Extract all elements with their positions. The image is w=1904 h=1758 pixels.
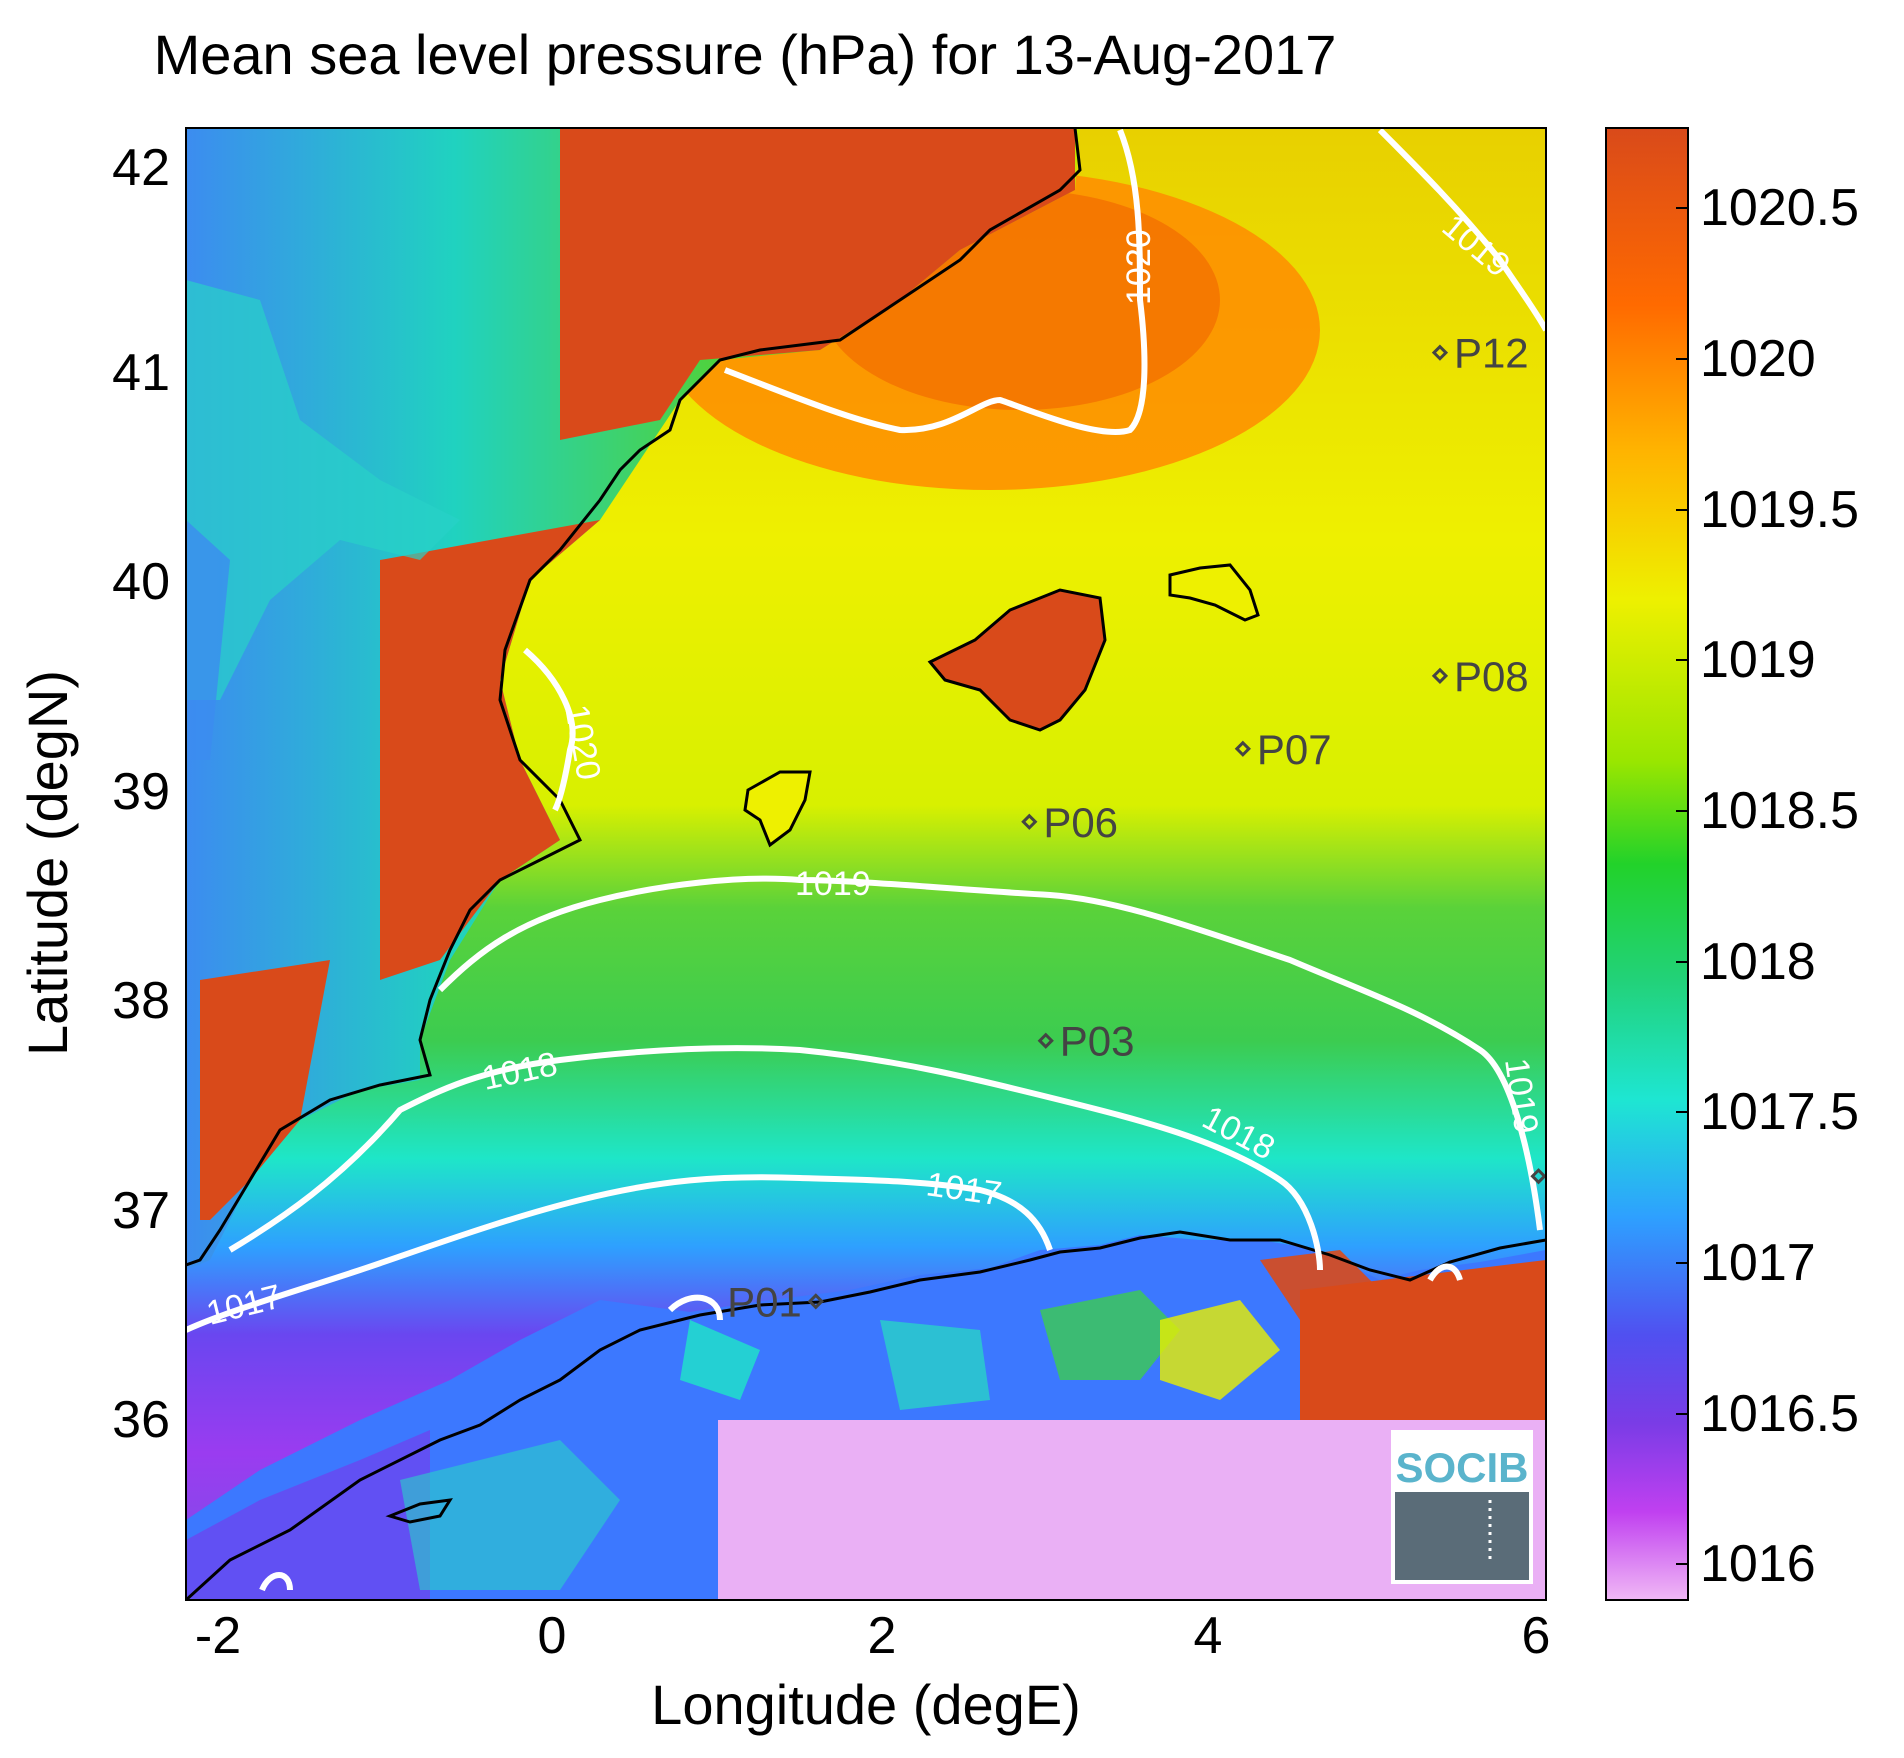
station-label: P12 xyxy=(1454,330,1529,377)
station-marker xyxy=(1530,1168,1546,1185)
x-axis-label: Longitude (degE) xyxy=(651,1673,1081,1736)
station-marker xyxy=(1234,740,1251,757)
y-tick-label: 39 xyxy=(112,763,170,821)
station-marker xyxy=(1795,576,1807,588)
colorbar-tick-label: 1020.5 xyxy=(1700,179,1860,237)
y-tick-label: 40 xyxy=(112,553,170,611)
station-label: P01 xyxy=(727,1278,802,1325)
colorbar-tick-label: 1020 xyxy=(1700,330,1816,388)
colorbar xyxy=(1605,127,1689,1601)
station-label: P08 xyxy=(1454,653,1529,700)
y-tick-label: 41 xyxy=(112,344,170,402)
x-tick-label: -2 xyxy=(194,1607,242,1665)
station-marker xyxy=(1037,1032,1054,1049)
x-tick-label: 2 xyxy=(867,1607,897,1665)
colorbar-tick-label: 1018 xyxy=(1700,933,1816,991)
station-label: P06 xyxy=(1043,799,1118,846)
station-markers: P01P02P03P04P05P06P07P08P09P10P11P12 xyxy=(727,330,1831,1325)
station-label: P03 xyxy=(1060,1018,1135,1065)
station-marker xyxy=(1021,813,1038,830)
station-marker xyxy=(1431,344,1449,361)
colorbar-tick-label: 1017 xyxy=(1700,1234,1816,1292)
contour-label: 1019 xyxy=(795,865,871,903)
y-tick-label: 37 xyxy=(112,1182,170,1240)
map-field: 1020 1020 1019 1019 1019 1018 1018 1017 … xyxy=(186,128,1831,1600)
y-tick-label: 42 xyxy=(112,139,170,197)
colorbar-tick-label: 1019.5 xyxy=(1700,481,1860,539)
socib-logo: SOCIB xyxy=(1391,1430,1533,1584)
colorbar-tick-label: 1017.5 xyxy=(1700,1083,1860,1141)
colorbar-tick-label: 1019 xyxy=(1700,631,1816,689)
station-marker xyxy=(1431,667,1449,684)
station-label: P07 xyxy=(1257,726,1332,773)
x-tick-label: 0 xyxy=(537,1607,567,1665)
colorbar-tick-label: 1016.5 xyxy=(1700,1385,1860,1443)
logo-text: SOCIB xyxy=(1395,1444,1528,1491)
contour-label: 1020 xyxy=(1120,229,1158,305)
map-frame xyxy=(185,127,1547,1601)
colorbar-tick-label: 1016 xyxy=(1700,1535,1816,1593)
figure-title: Mean sea level pressure (hPa) for 13-Aug… xyxy=(153,23,1337,86)
station-marker xyxy=(807,1293,824,1310)
y-tick-label: 38 xyxy=(112,972,170,1030)
contour-lines xyxy=(186,128,1546,1592)
x-tick-label: 4 xyxy=(1193,1607,1223,1665)
colorbar-tick-label: 1018.5 xyxy=(1700,782,1860,840)
y-tick-label: 36 xyxy=(112,1391,170,1449)
colorbar-ticks xyxy=(1676,207,1688,1565)
x-tick-label: 6 xyxy=(1521,1607,1551,1665)
station-marker xyxy=(1730,597,1742,609)
station-label: P10 xyxy=(1756,522,1831,569)
coastline xyxy=(186,128,1546,1600)
